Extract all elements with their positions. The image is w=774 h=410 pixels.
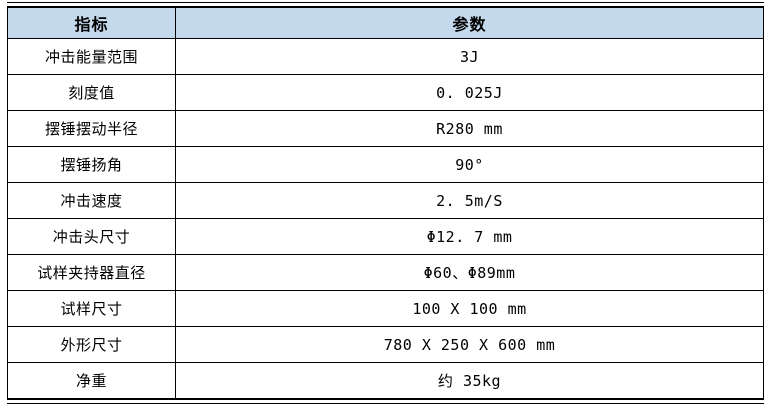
row-label: 冲击能量范围	[7, 38, 176, 75]
row-value: 90°	[175, 146, 764, 183]
row-label: 冲击头尺寸	[7, 218, 176, 255]
table-row: 冲击速度 2. 5m/S	[7, 182, 764, 219]
row-label: 刻度值	[7, 74, 176, 111]
header-cell-indicator: 指标	[7, 6, 176, 39]
row-value: 780 X 250 X 600 mm	[175, 326, 764, 363]
row-value: Φ12. 7 mm	[175, 218, 764, 255]
header-cell-parameter: 参数	[175, 6, 764, 39]
row-label: 试样尺寸	[7, 290, 176, 327]
row-label: 外形尺寸	[7, 326, 176, 363]
row-label: 净重	[7, 362, 176, 400]
row-value: 0. 025J	[175, 74, 764, 111]
table-row: 试样尺寸 100 X 100 mm	[7, 290, 764, 327]
row-label: 摆锤扬角	[7, 146, 176, 183]
table-row: 外形尺寸 780 X 250 X 600 mm	[7, 326, 764, 363]
row-value: 3J	[175, 38, 764, 75]
spec-table-wrapper: 指标 参数 冲击能量范围 3J 刻度值 0. 025J 摆锤摆动半径 R280 mm 摆锤扬…	[7, 2, 764, 404]
table-row: 净重约 35kg	[7, 362, 764, 400]
row-label: 试样夹持器直径	[7, 254, 176, 291]
table-row: 刻度值 0. 025J	[7, 74, 764, 111]
row-label: 冲击速度	[7, 182, 176, 219]
row-value: 2. 5m/S	[175, 182, 764, 219]
row-value: Φ60、Φ89mm	[175, 254, 764, 291]
header-row: 指标 参数	[7, 6, 764, 39]
table-row: 摆锤扬角 90°	[7, 146, 764, 183]
row-value: 100 X 100 mm	[175, 290, 764, 327]
table-row: 试样夹持器直径 Φ60、Φ89mm	[7, 254, 764, 291]
table-row: 冲击头尺寸 Φ12. 7 mm	[7, 218, 764, 255]
row-value: 约 35kg	[175, 362, 764, 400]
spec-table: 指标 参数 冲击能量范围 3J 刻度值 0. 025J 摆锤摆动半径 R280 mm 摆锤扬…	[7, 6, 764, 400]
row-value: R280 mm	[175, 110, 764, 147]
table-row: 冲击能量范围 3J	[7, 38, 764, 75]
table-row: 摆锤摆动半径 R280 mm	[7, 110, 764, 147]
row-label: 摆锤摆动半径	[7, 110, 176, 147]
